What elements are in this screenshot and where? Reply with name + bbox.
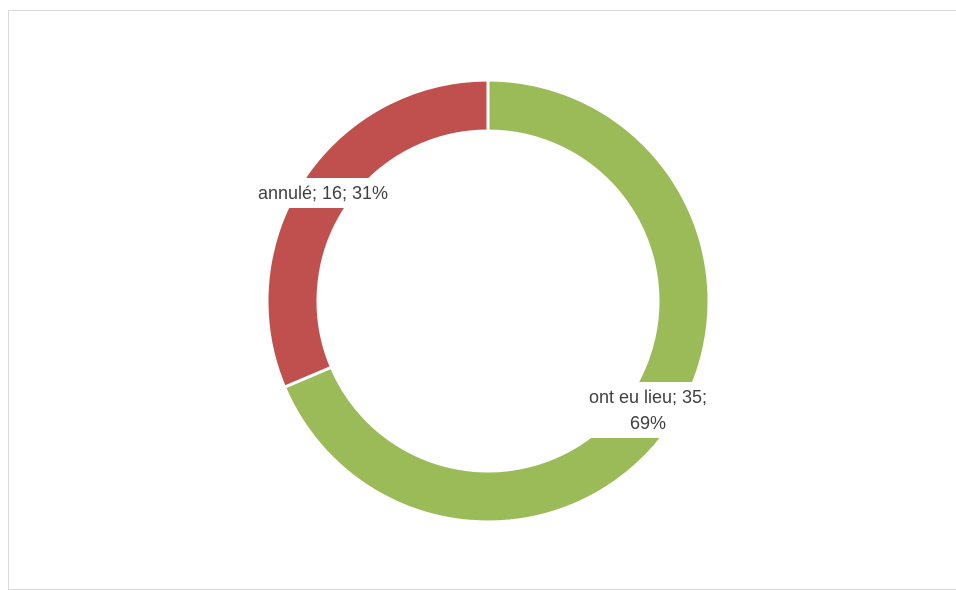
slice <box>265 78 490 390</box>
data-label: ont eu lieu; 35; 69% <box>569 382 727 438</box>
data-label: annulé; 16; 31% <box>253 178 393 208</box>
slice <box>282 78 711 524</box>
